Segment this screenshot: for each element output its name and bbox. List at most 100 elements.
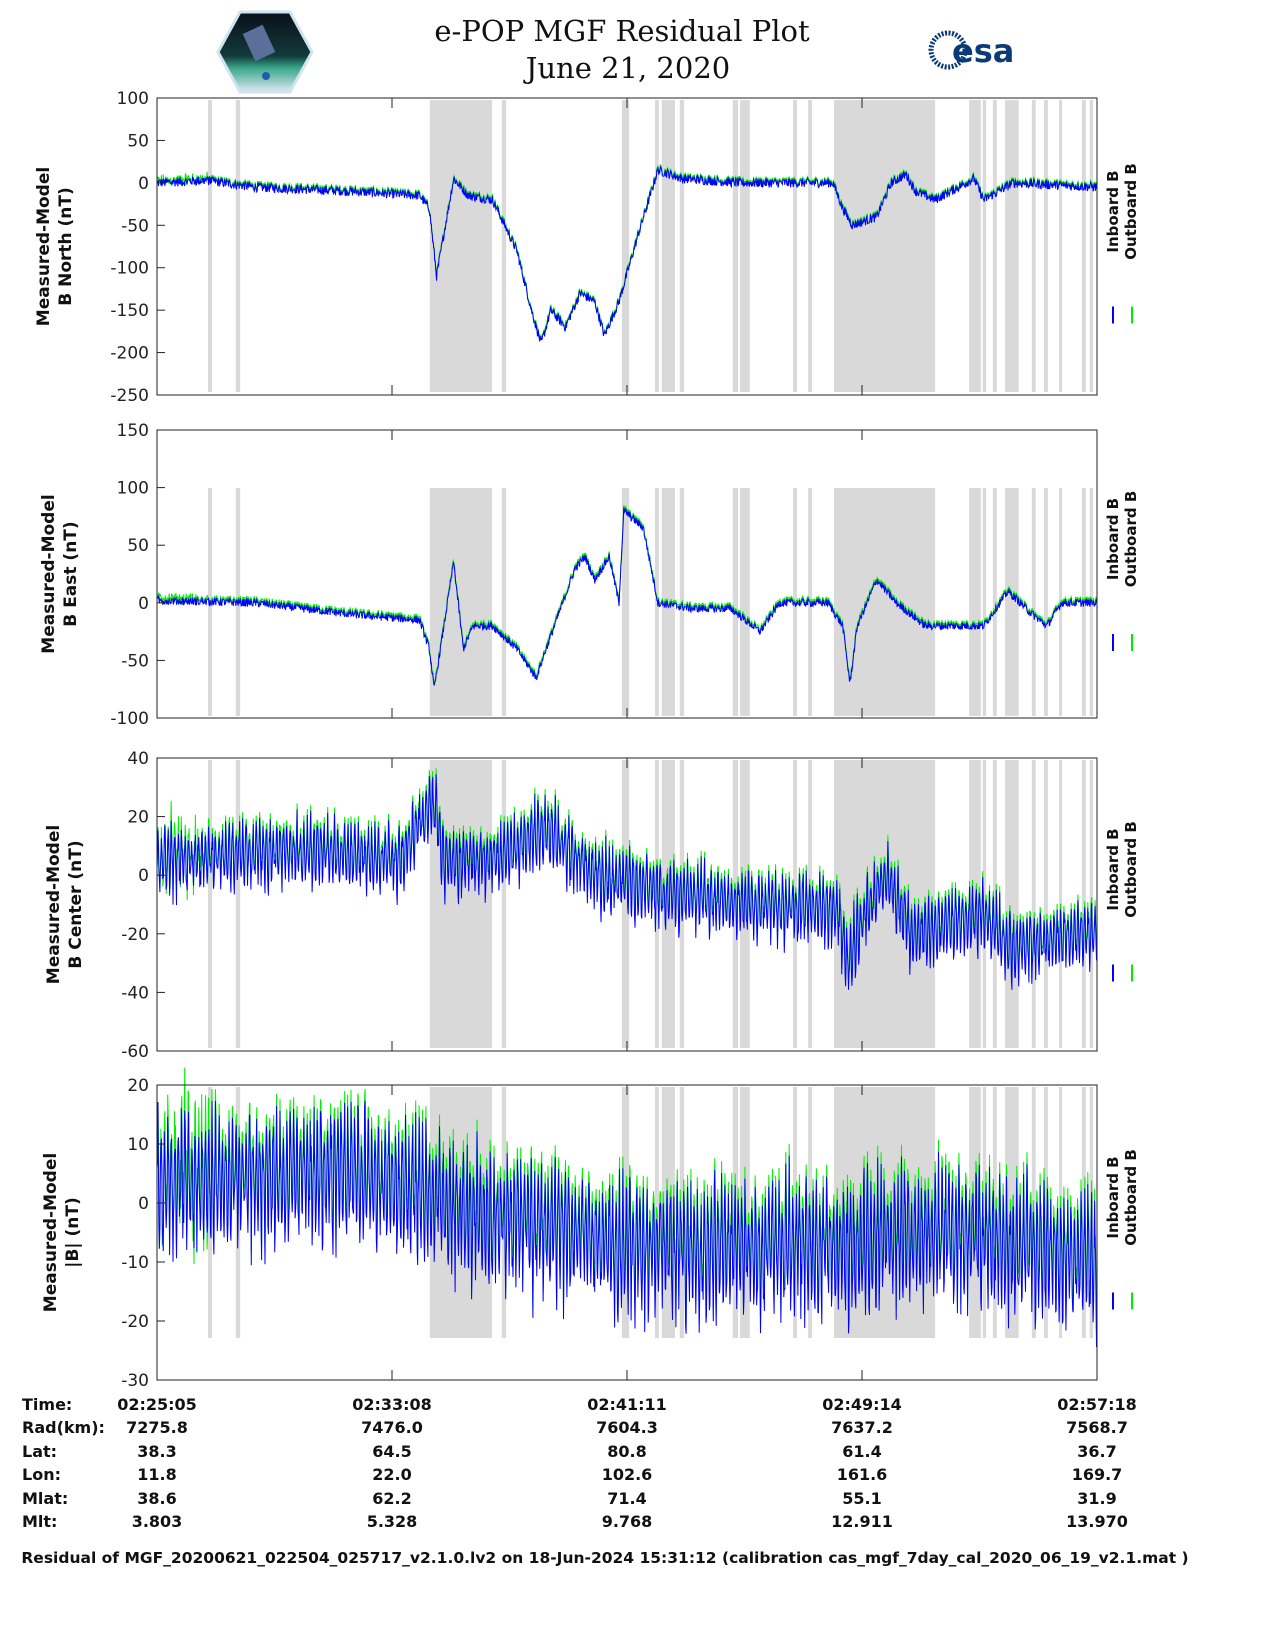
shaded-interval	[235, 100, 241, 392]
table-row-label: Lat:	[22, 1442, 57, 1461]
y-tick-label: -50	[121, 216, 149, 236]
shaded-interval	[208, 760, 212, 1048]
y-tick-label: 150	[117, 421, 149, 441]
time-tick-label: 02:57:18	[1057, 1395, 1137, 1414]
time-tick-label: 02:25:05	[117, 1395, 197, 1414]
shaded-interval	[1081, 1087, 1086, 1338]
y-tick-label: -30	[121, 1371, 149, 1391]
shaded-interval	[501, 100, 507, 392]
table-cell: 80.8	[607, 1442, 646, 1461]
esa-logo: esa	[928, 30, 1014, 70]
shaded-interval	[1005, 760, 1019, 1048]
y-tick-label: -100	[110, 259, 149, 279]
time-tick-label: 02:41:11	[587, 1395, 667, 1414]
legend-outboard-label: Outboard B	[1122, 1149, 1140, 1246]
chart-title: e-POP MGF Residual Plot	[434, 14, 810, 48]
table-row-label: Rad(km):	[22, 1418, 105, 1437]
shaded-interval	[992, 488, 997, 716]
shaded-interval	[1043, 1087, 1048, 1338]
y-axis-label: Measured-Model	[34, 167, 54, 326]
shaded-interval	[982, 488, 987, 716]
shaded-interval	[982, 100, 987, 392]
y-tick-label: -20	[121, 1312, 149, 1332]
shaded-interval	[969, 100, 981, 392]
shaded-interval	[1005, 488, 1019, 716]
y-axis-label: B East (nT)	[61, 521, 81, 626]
shaded-interval	[833, 488, 936, 716]
table-cell: 12.911	[831, 1512, 893, 1531]
y-tick-label: 20	[127, 1076, 149, 1096]
y-axis-label: B North (nT)	[56, 187, 76, 306]
table-cell: 31.9	[1077, 1489, 1116, 1508]
table-cell: 38.3	[137, 1442, 176, 1461]
shaded-interval	[501, 760, 507, 1048]
shaded-interval	[621, 488, 630, 716]
y-axis-label: Measured-Model	[41, 1153, 61, 1312]
shaded-interval	[793, 1087, 797, 1338]
shaded-interval	[621, 100, 630, 392]
y-tick-label: -200	[110, 344, 149, 364]
footer-caption: Residual of MGF_20200621_022504_025717_v…	[21, 1549, 1188, 1567]
shaded-interval	[679, 1087, 685, 1338]
shaded-interval	[732, 488, 739, 716]
y-tick-label: 10	[127, 1135, 149, 1155]
shaded-interval	[740, 100, 750, 392]
shaded-interval	[992, 100, 997, 392]
table-cell: 169.7	[1072, 1465, 1123, 1484]
shaded-interval	[740, 488, 750, 716]
series-inboard-b	[156, 165, 1098, 342]
table-cell: 7275.8	[126, 1418, 188, 1437]
shaded-interval	[1081, 760, 1086, 1048]
shaded-interval	[654, 760, 659, 1048]
shaded-interval	[235, 760, 241, 1048]
table-cell: 71.4	[607, 1489, 646, 1508]
table-cell: 22.0	[372, 1465, 411, 1484]
panel-3: 40 20 0 -20 -40 -60 Measured-Model B Center (nT…	[44, 749, 1140, 1062]
y-tick-label: 100	[117, 89, 149, 109]
y-axis-label: Measured-Model	[44, 825, 64, 984]
table-cell: 7568.7	[1066, 1418, 1128, 1437]
series-inboard-b	[156, 507, 1097, 686]
panel-2: 150 100 50 0 -50 -100 Measured-Model B East (nT…	[39, 421, 1140, 729]
svg-text:esa: esa	[952, 32, 1014, 70]
legend: Inboard B Outboard B	[1104, 1149, 1140, 1310]
shaded-interval	[740, 760, 750, 1048]
legend-inboard-label: Inboard B	[1104, 498, 1122, 580]
table-cell: 7604.3	[596, 1418, 658, 1437]
shaded-interval	[833, 100, 936, 392]
series-inboard-b	[156, 1100, 1098, 1348]
shaded-interval	[1043, 100, 1048, 392]
y-tick-label: -100	[110, 709, 149, 729]
shaded-interval	[1081, 100, 1086, 392]
shaded-interval	[1059, 100, 1063, 392]
shaded-interval	[793, 100, 797, 392]
table-cell: 64.5	[372, 1442, 411, 1461]
y-tick-label: 50	[127, 131, 149, 151]
legend-outboard-label: Outboard B	[1122, 491, 1140, 588]
y-tick-label: -40	[121, 983, 149, 1003]
shaded-interval	[429, 100, 493, 392]
legend-inboard-label: Inboard B	[1104, 828, 1122, 910]
time-tick-label: 02:33:08	[352, 1395, 432, 1414]
y-tick-label: -10	[121, 1253, 149, 1273]
cassiope-logo	[216, 10, 314, 94]
table-cell: 11.8	[137, 1465, 176, 1484]
shaded-interval	[969, 1087, 981, 1338]
y-tick-label: -50	[121, 651, 149, 671]
table-cell: 102.6	[602, 1465, 653, 1484]
shaded-interval	[429, 760, 493, 1048]
shaded-interval	[992, 1087, 997, 1338]
y-tick-label: 0	[138, 594, 149, 614]
y-tick-label: 50	[127, 536, 149, 556]
legend-inboard-label: Inboard B	[1104, 170, 1122, 252]
table-cell: 61.4	[842, 1442, 881, 1461]
shaded-interval	[808, 100, 813, 392]
series-inboard-b	[156, 774, 1098, 990]
shaded-interval	[661, 488, 675, 716]
table-row-label: Mlat:	[22, 1489, 68, 1508]
table-row-label: Time:	[22, 1395, 72, 1414]
legend: Inboard B Outboard B	[1104, 163, 1140, 324]
legend: Inboard B Outboard B	[1104, 821, 1140, 982]
table-cell: 38.6	[137, 1489, 176, 1508]
